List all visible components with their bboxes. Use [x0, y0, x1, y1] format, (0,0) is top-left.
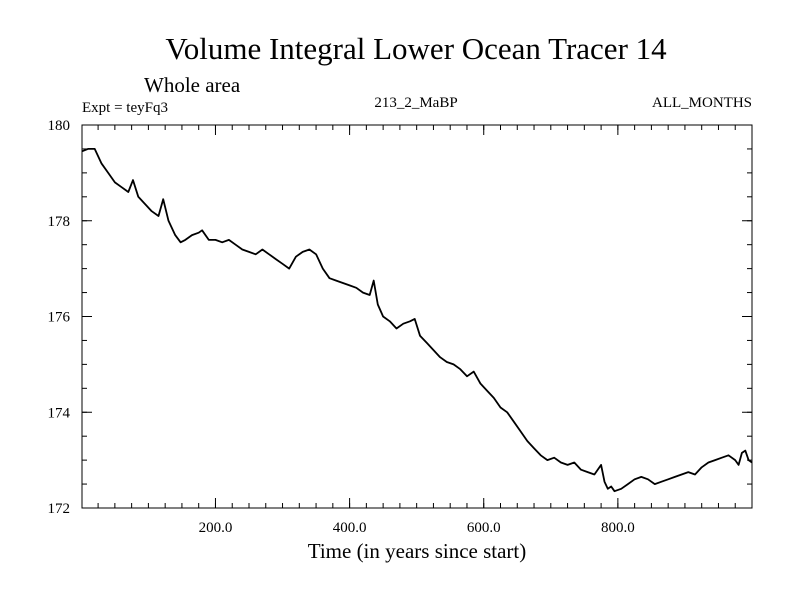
center-label: 213_2_MaBP	[374, 95, 457, 111]
x-tick-label: 600.0	[467, 520, 501, 536]
y-major-ticks	[82, 124, 752, 509]
y-tick-label: 172	[48, 501, 71, 517]
y-tick-labels: 172 174 176 178 180	[48, 118, 71, 517]
experiment-label: Expt = teyFq3	[82, 100, 168, 116]
y-tick-label: 174	[48, 405, 71, 421]
y-tick-label: 178	[48, 214, 71, 230]
right-label: ALL_MONTHS	[652, 95, 752, 111]
y-minor-ticks	[82, 124, 752, 509]
x-minor-ticks	[97, 125, 736, 508]
x-tick-label: 800.0	[601, 520, 635, 536]
x-tick-label: 400.0	[333, 520, 367, 536]
series-line	[81, 148, 753, 493]
x-tick-label: 200.0	[199, 520, 233, 536]
chart-title: Volume Integral Lower Ocean Tracer 14	[165, 31, 667, 66]
y-tick-label: 176	[48, 310, 71, 326]
x-axis-label: Time (in years since start)	[308, 539, 527, 563]
x-tick-labels: 200.0 400.0 600.0 800.0	[199, 520, 635, 536]
chart-subtitle: Whole area	[144, 73, 241, 97]
x-major-ticks	[214, 125, 619, 508]
y-tick-label: 180	[48, 118, 71, 134]
plot-frame	[81, 124, 753, 509]
